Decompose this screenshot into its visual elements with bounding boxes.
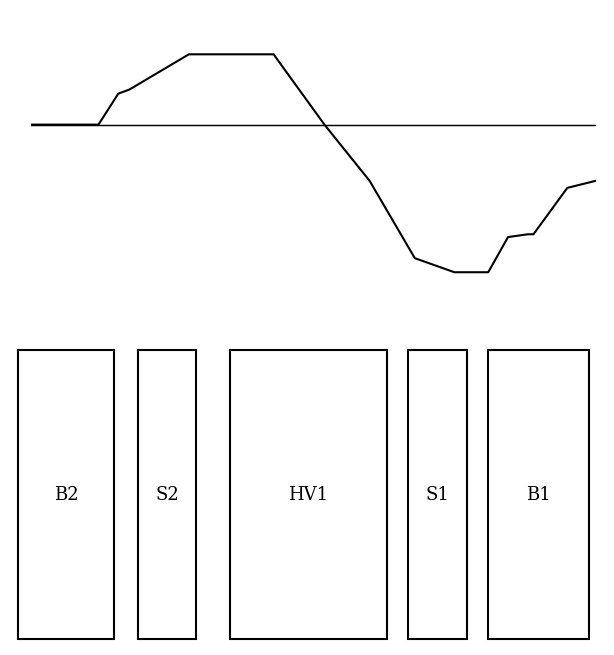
Text: S2: S2 bbox=[155, 485, 179, 504]
Bar bbox=[18, 350, 114, 639]
Text: HV1: HV1 bbox=[289, 485, 328, 504]
Text: S1: S1 bbox=[426, 485, 449, 504]
Bar bbox=[138, 350, 196, 639]
Bar bbox=[488, 350, 589, 639]
Text: B2: B2 bbox=[53, 485, 79, 504]
Bar bbox=[230, 350, 387, 639]
Bar bbox=[408, 350, 467, 639]
Text: B1: B1 bbox=[526, 485, 551, 504]
